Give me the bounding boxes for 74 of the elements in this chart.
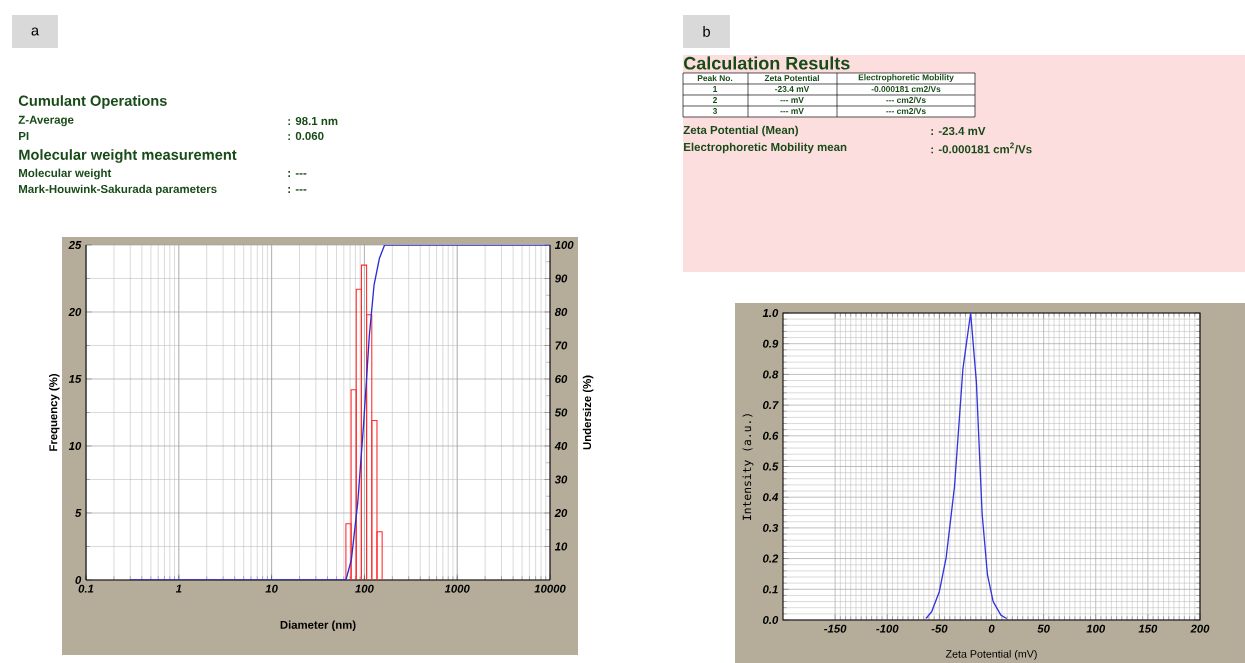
x-axis-title: Zeta Potential (mV) — [945, 649, 1037, 660]
text: Electrophoretic Mobility — [858, 74, 954, 82]
y-tick-label: 0.5 — [763, 462, 779, 471]
text: : --- — [288, 187, 307, 193]
text: 1 — [713, 86, 718, 92]
x-tick-label: -100 — [876, 624, 899, 633]
text: Mark-Houwink-Sakurada parameters — [19, 184, 217, 196]
text: --- cm2/Vs — [886, 107, 926, 115]
y2-tick-label: 10 — [554, 542, 568, 551]
text: -23.4 mV — [775, 86, 810, 92]
y2-tick-label: 60 — [555, 374, 568, 383]
y-axis-title: Intensity (a.u.) — [742, 414, 754, 520]
text: Cumulant Operations — [18, 95, 167, 109]
y2-tick-label: 80 — [554, 307, 568, 316]
text: Molecular weight — [19, 168, 112, 180]
y-tick-label: 0.7 — [763, 401, 779, 410]
y-tick-label: 0.6 — [763, 431, 779, 440]
x-tick-label: 10 — [265, 584, 278, 593]
text: Peak No. — [697, 74, 733, 82]
text: 3 — [712, 108, 718, 114]
text: a — [31, 27, 40, 36]
y-tick-label: 10 — [68, 441, 82, 450]
y2-tick-label: 20 — [554, 508, 568, 517]
y-tick-label: 0.4 — [763, 493, 779, 502]
x-tick-label: 1 — [175, 584, 182, 593]
y-tick-label: 0.0 — [763, 615, 779, 624]
x-tick-label: 10000 — [534, 584, 566, 593]
text: --- cm2/Vs — [886, 96, 926, 104]
y-tick-label: 20 — [68, 308, 82, 317]
text: Z-Average — [18, 115, 74, 127]
x-tick-label: -50 — [931, 624, 948, 633]
y2-axis-title: Undersize (%) — [582, 375, 594, 450]
y-tick-label: 0.9 — [763, 339, 779, 348]
x-tick-label: 50 — [1037, 624, 1050, 633]
x-tick-label: 100 — [355, 584, 374, 593]
text: : --- — [288, 171, 307, 177]
y-tick-label: 0 — [75, 575, 82, 584]
text: b — [703, 26, 710, 37]
text: Molecular weight measurement — [19, 149, 237, 163]
x-axis-title: Diameter (nm) — [280, 620, 356, 632]
text: : -0.000181 cm$^{2}$/Vs — [931, 142, 1032, 154]
y-tick-label: 5 — [75, 509, 82, 517]
y-tick-label: 0.2 — [763, 554, 779, 563]
text: : 98.1 nm — [288, 116, 338, 126]
text: Zeta Potential — [764, 74, 819, 82]
text: --- mV — [780, 108, 804, 114]
x-tick-label: 1000 — [444, 584, 470, 593]
y-axis-title: Frequency (%) — [48, 374, 60, 451]
x-tick-label: 200 — [1190, 624, 1210, 633]
text: : -23.4 mV — [931, 126, 986, 136]
text: Electrophoretic Mobility mean — [684, 142, 847, 154]
y2-tick-label: 70 — [555, 341, 568, 350]
y-tick-label: 1.0 — [762, 308, 779, 317]
y2-tick-label: 30 — [554, 475, 568, 484]
text: Calculation Results — [684, 56, 850, 70]
x-tick-label: 100 — [1086, 624, 1106, 633]
y-tick-label: 0.8 — [763, 370, 779, 379]
text: -0.000181 cm2/Vs — [871, 85, 941, 93]
x-tick-label: 0 — [988, 624, 995, 633]
text: PI — [19, 132, 29, 140]
y2-tick-label: 50 — [554, 408, 568, 417]
x-tick-label: -150 — [824, 624, 847, 633]
y-tick-label: 0.3 — [763, 523, 779, 532]
y2-tick-label: 100 — [554, 240, 574, 249]
y-tick-label: 25 — [68, 241, 82, 250]
text: 2 — [712, 97, 717, 103]
y2-tick-label: 90 — [554, 274, 568, 283]
text: : 0.060 — [288, 131, 324, 141]
text: Zeta Potential (Mean) — [683, 125, 799, 137]
line-series — [925, 313, 1008, 620]
x-tick-label: 150 — [1138, 624, 1158, 633]
text: --- mV — [780, 97, 804, 103]
y2-tick-label: 40 — [554, 441, 568, 450]
y-tick-label: 15 — [68, 375, 82, 383]
